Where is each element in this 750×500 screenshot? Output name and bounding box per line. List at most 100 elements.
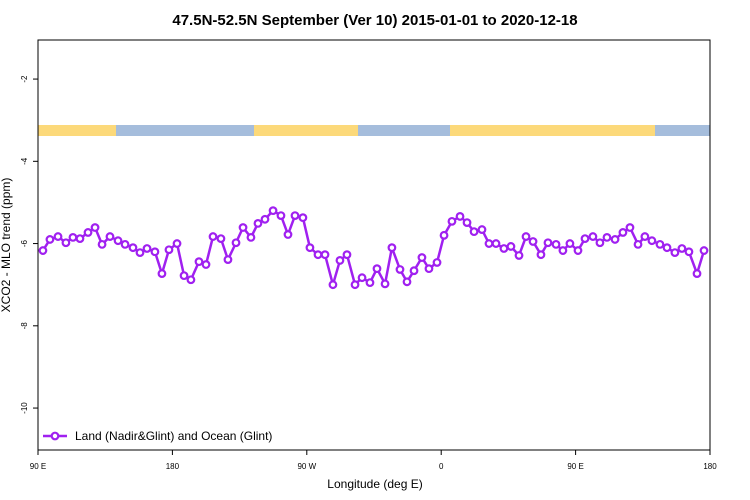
data-point <box>142 244 152 253</box>
data-point <box>179 271 189 281</box>
data-point <box>447 216 457 226</box>
data-point <box>633 239 643 249</box>
data-point <box>150 247 160 257</box>
data-point <box>514 251 524 260</box>
data-point <box>372 264 382 274</box>
data-point <box>223 255 233 264</box>
data-point <box>90 223 100 232</box>
data-point <box>610 235 620 244</box>
data-point <box>357 273 367 283</box>
data-point <box>692 269 702 278</box>
data-point <box>350 280 360 290</box>
data-point <box>172 239 182 248</box>
land-band <box>254 125 358 136</box>
data-point <box>83 228 93 237</box>
data-point <box>684 247 694 257</box>
data-point <box>455 212 465 221</box>
data-point <box>216 234 226 244</box>
data-point <box>558 246 568 255</box>
series-line <box>41 209 706 290</box>
data-point <box>128 243 138 253</box>
data-point <box>238 223 248 232</box>
data-point <box>699 246 709 255</box>
data-point <box>260 214 270 224</box>
data-point <box>655 239 665 249</box>
y-tick-label: -2 <box>20 75 29 83</box>
data-point <box>61 238 71 248</box>
data-point <box>477 225 487 234</box>
data-point <box>647 236 657 246</box>
data-point <box>335 256 345 265</box>
data-point <box>521 232 531 241</box>
ocean-band <box>38 125 710 136</box>
data-point <box>164 245 174 255</box>
data-point <box>290 211 300 220</box>
data-point <box>402 277 412 287</box>
data-point <box>194 257 204 267</box>
y-tick-label: -6 <box>20 239 29 247</box>
data-point <box>283 230 293 239</box>
data-point <box>595 238 605 248</box>
data-point <box>484 239 494 248</box>
y-tick-label: -8 <box>20 322 29 330</box>
land-band <box>38 125 116 136</box>
x-tick-label: 180 <box>166 462 180 471</box>
data-point <box>75 234 85 244</box>
data-point <box>395 265 405 274</box>
plot-frame <box>37 39 711 451</box>
chart-title: 47.5N-52.5N September (Ver 10) 2015-01-0… <box>172 12 577 29</box>
data-point <box>157 269 167 278</box>
data-point <box>588 232 598 241</box>
x-tick-label: 0 <box>439 462 444 471</box>
data-point <box>387 243 397 253</box>
data-point <box>328 280 338 290</box>
data-point <box>677 244 687 253</box>
data-point <box>246 232 256 242</box>
x-tick-label: 90 E <box>567 462 583 471</box>
data-point <box>469 227 479 237</box>
land-ocean-strip <box>38 125 710 136</box>
data-point <box>201 260 211 269</box>
data-point <box>276 211 286 220</box>
data-point <box>580 234 590 244</box>
x-axis-label: Longitude (deg E) <box>327 477 422 491</box>
data-point <box>97 239 107 249</box>
data-point <box>602 232 612 242</box>
data-point <box>38 246 48 255</box>
data-point <box>208 232 218 241</box>
data-point <box>499 244 509 253</box>
data-point <box>409 266 419 276</box>
data-point <box>573 246 583 255</box>
data-point <box>640 232 650 241</box>
x-tick-label: 180 <box>703 462 717 471</box>
land-band <box>450 125 655 136</box>
legend-marker <box>50 431 60 441</box>
data-point <box>424 264 434 274</box>
data-point <box>432 258 442 267</box>
data-point <box>506 242 516 251</box>
data-point <box>365 278 375 288</box>
data-point <box>313 250 323 260</box>
data-point <box>618 228 628 237</box>
data-point <box>625 223 635 232</box>
data-point <box>45 235 55 244</box>
data-point <box>528 237 538 246</box>
y-tick-label: -10 <box>20 402 29 414</box>
data-point <box>53 232 63 241</box>
data-point <box>565 239 575 248</box>
legend-label: Land (Nadir&Glint) and Ocean (Glint) <box>75 429 272 443</box>
data-point <box>462 218 472 227</box>
data-point <box>417 253 427 262</box>
data-point <box>231 238 241 248</box>
data-point <box>298 213 308 223</box>
data-point <box>491 239 501 248</box>
data-point <box>113 236 123 246</box>
y-axis-label: XCO2 - MLO trend (ppm) <box>0 178 13 313</box>
data-point <box>186 275 196 285</box>
data-point <box>105 232 115 241</box>
data-point <box>543 238 553 248</box>
data-point <box>551 239 561 249</box>
data-point <box>320 250 330 260</box>
data-point <box>253 219 263 228</box>
